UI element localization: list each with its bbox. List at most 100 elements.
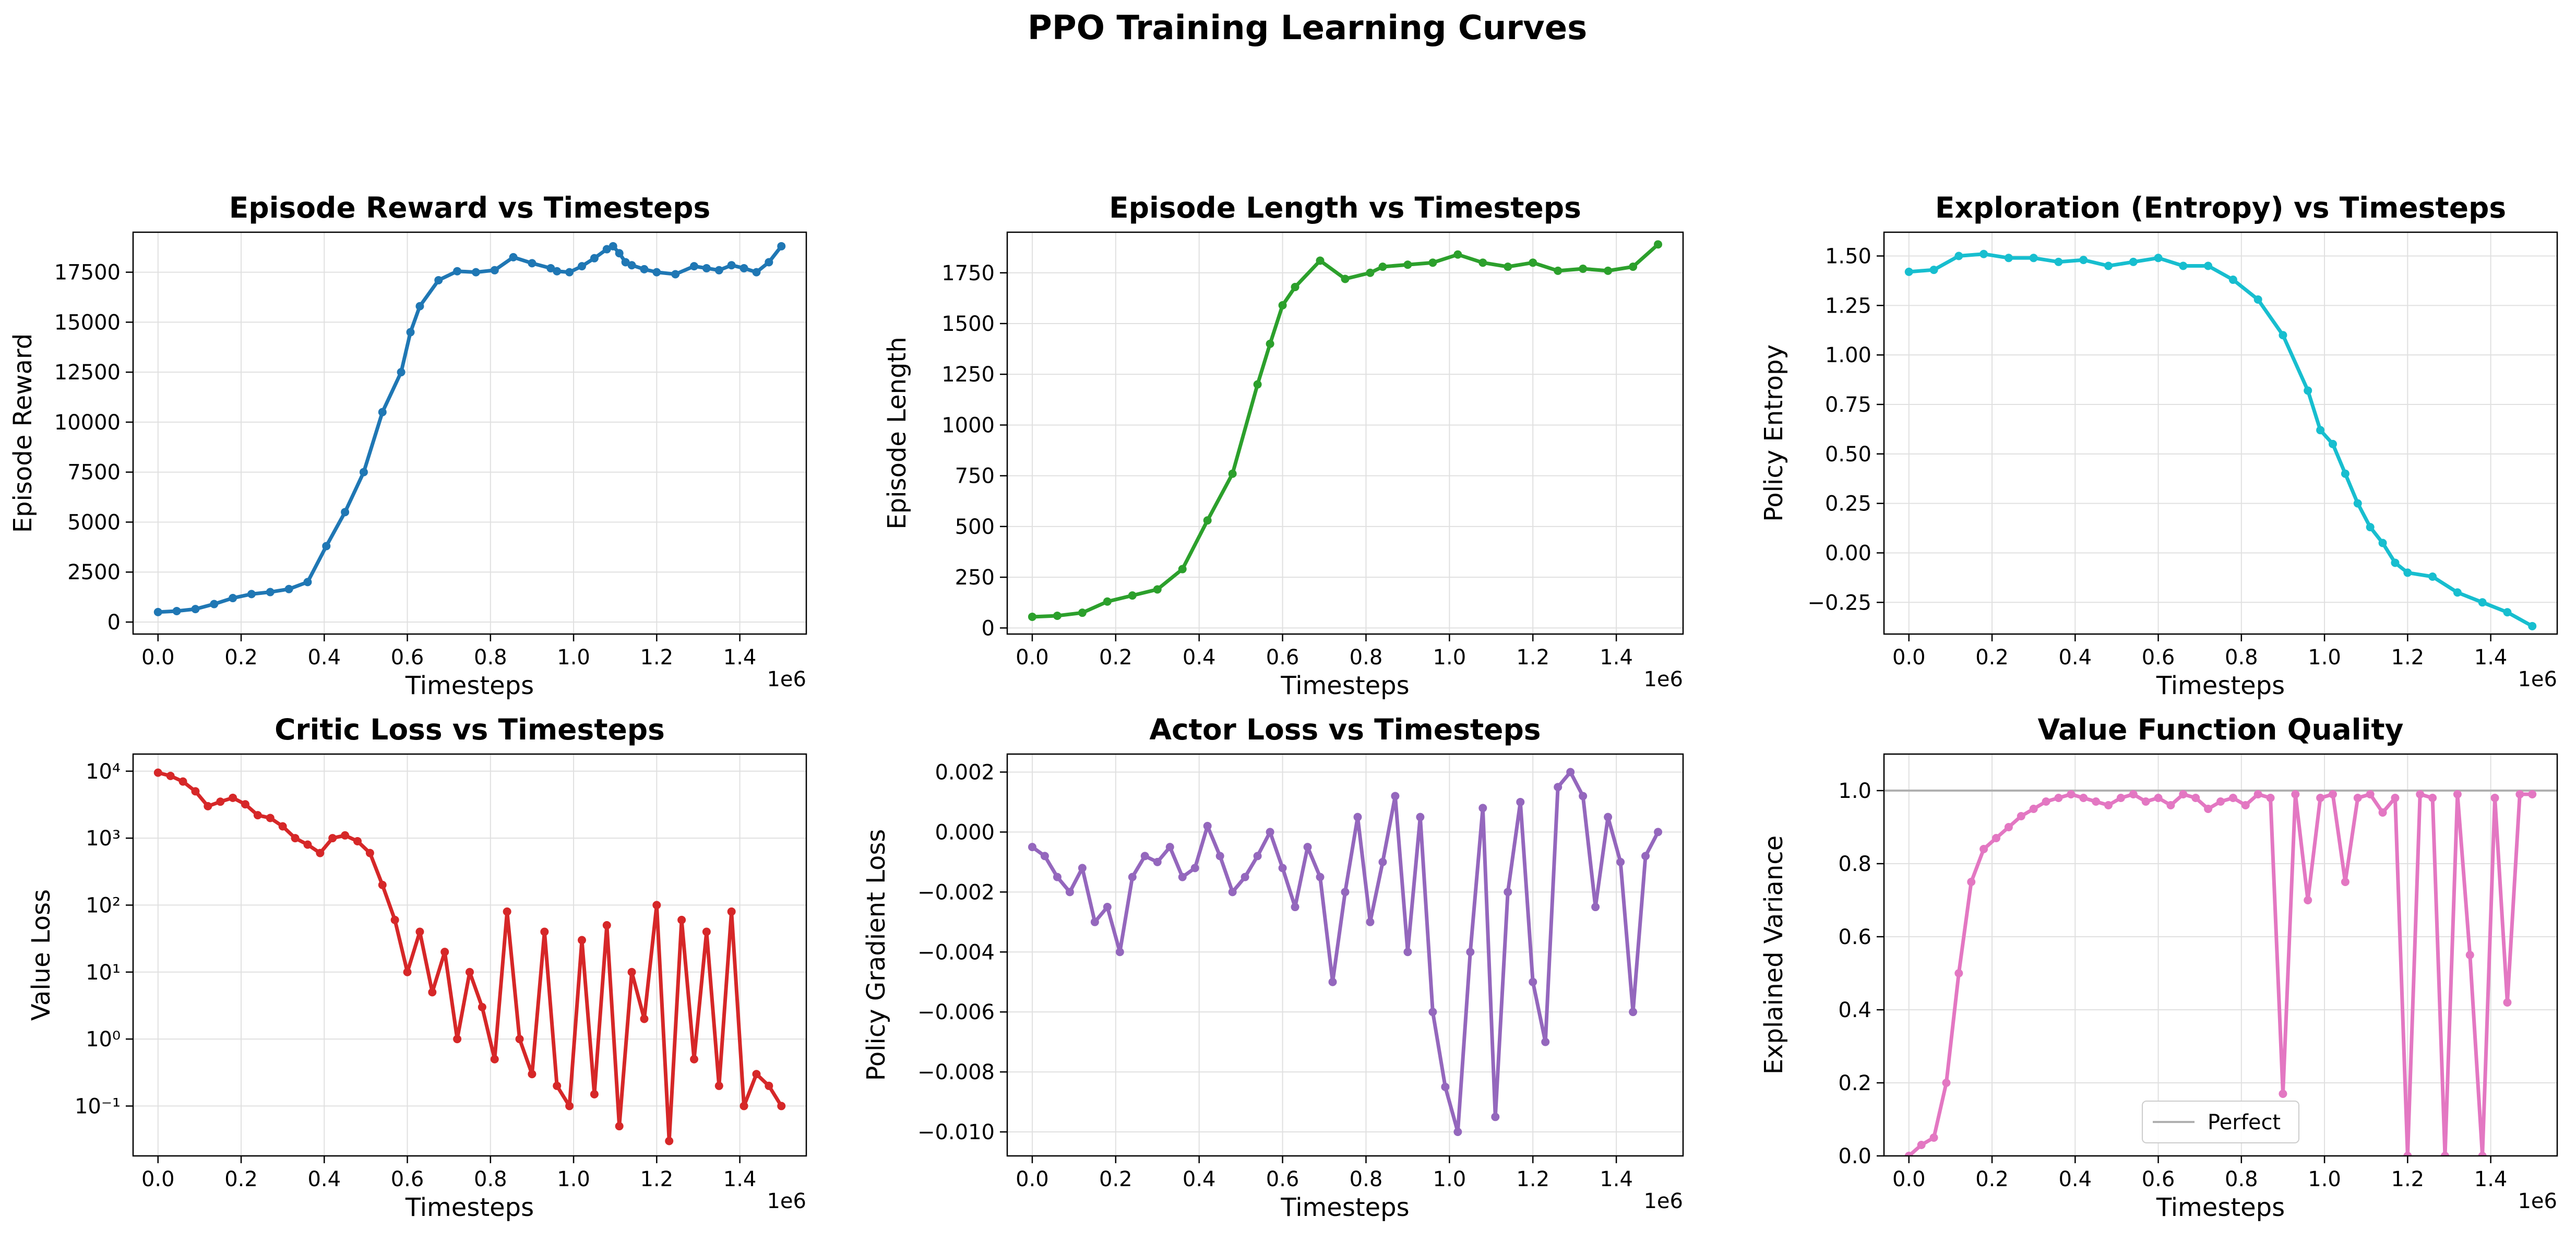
data-point — [2353, 499, 2362, 508]
y-tick-label: 1500 — [941, 312, 995, 336]
data-point — [1378, 857, 1387, 866]
data-point — [378, 880, 387, 889]
x-tick-label: 0.0 — [141, 1167, 175, 1191]
data-point — [1103, 903, 1112, 912]
data-point — [1554, 783, 1563, 792]
data-point — [1929, 266, 1938, 274]
data-point — [2465, 951, 2474, 959]
data-point — [565, 268, 574, 277]
y-tick-label: 10¹ — [86, 961, 121, 985]
y-tick-label: 0.6 — [1838, 925, 1871, 949]
data-point — [229, 594, 237, 603]
data-point — [1616, 857, 1625, 866]
data-point — [1529, 977, 1537, 986]
data-point — [2378, 808, 2387, 817]
data-point — [1328, 977, 1337, 986]
x-axis-label: Timesteps — [2156, 671, 2285, 700]
data-point — [2154, 794, 2163, 802]
data-point — [2067, 790, 2076, 798]
data-point — [166, 771, 175, 780]
x-tick-label: 0.2 — [224, 646, 258, 670]
data-point — [1529, 258, 1537, 267]
x-tick-label: 0.6 — [391, 1167, 424, 1191]
data-point — [565, 1102, 574, 1110]
x-tick-label: 0.4 — [1183, 646, 1216, 670]
data-point — [1478, 804, 1487, 813]
data-point — [1917, 1141, 1926, 1149]
data-point — [677, 915, 686, 924]
x-tick-label: 0.6 — [2142, 646, 2175, 670]
x-axis-offset-label: 1e6 — [1643, 667, 1683, 691]
data-point — [153, 607, 162, 616]
data-point — [2329, 439, 2337, 448]
axes-frame — [132, 753, 807, 1157]
y-tick-label: 1250 — [941, 363, 995, 387]
data-point — [777, 242, 786, 250]
data-point — [378, 408, 387, 416]
x-tick-label: 0.0 — [1016, 1167, 1049, 1191]
data-point — [1942, 1079, 1951, 1087]
x-tick-label: 1.2 — [2391, 1167, 2425, 1191]
series-line — [157, 771, 783, 1143]
x-axis-label: Timesteps — [405, 671, 534, 700]
series-group — [1028, 240, 1663, 621]
subplot-5: 0.0 0.2 0.4 0.6 0.8 1.0 1.2 1.4 −0.010 −0.008 −0.0… — [862, 713, 1684, 1222]
y-tick-label: 1.0 — [1838, 779, 1871, 803]
x-tick-label: 0.4 — [1183, 1167, 1216, 1191]
data-point — [253, 811, 262, 820]
data-point — [2341, 878, 2350, 886]
data-point — [406, 328, 415, 337]
data-point — [2216, 797, 2225, 806]
data-point — [266, 814, 275, 822]
data-point — [1053, 612, 1062, 620]
x-axis-label: Timesteps — [1280, 671, 1409, 700]
y-tick-label: −0.008 — [917, 1060, 995, 1084]
data-point — [714, 266, 723, 274]
data-point — [1604, 813, 1613, 821]
data-point — [1228, 888, 1237, 897]
data-point — [172, 606, 181, 615]
data-point — [1441, 1082, 1450, 1091]
series-line — [158, 244, 783, 614]
data-point — [247, 590, 256, 599]
y-tick-label: 500 — [955, 515, 995, 539]
data-point — [2528, 790, 2537, 798]
y-tick-label: 1.00 — [1825, 343, 1871, 367]
data-point — [2478, 1152, 2487, 1156]
x-tick-label: 1.0 — [1433, 646, 1466, 670]
data-point — [2179, 790, 2188, 798]
x-tick-label: 0.4 — [307, 1167, 341, 1191]
data-point — [2129, 790, 2138, 798]
data-point — [602, 921, 611, 930]
data-point — [509, 253, 518, 261]
subplot-title: Exploration (Entropy) vs Timesteps — [1935, 191, 2506, 224]
data-point — [440, 948, 449, 957]
data-point — [1591, 903, 1600, 912]
data-point — [1579, 265, 1588, 273]
x-tick-label: 0.2 — [1099, 646, 1132, 670]
data-point — [777, 1102, 786, 1110]
data-point — [615, 249, 624, 258]
data-point — [1203, 821, 1212, 830]
data-point — [453, 1035, 462, 1044]
data-point — [2503, 998, 2512, 1007]
data-point — [1979, 249, 1988, 258]
data-point — [1253, 380, 1262, 389]
data-point — [702, 927, 711, 936]
data-point — [278, 822, 287, 831]
data-point — [2316, 426, 2325, 435]
data-point — [714, 1081, 723, 1090]
data-point — [1403, 260, 1412, 269]
data-point — [2079, 256, 2088, 265]
data-point — [1053, 873, 1062, 881]
y-tick-label: 17500 — [54, 261, 121, 285]
data-point — [2191, 794, 2200, 802]
x-tick-label: 0.2 — [1975, 646, 2009, 670]
y-tick-label: 0 — [108, 611, 121, 635]
x-tick-label: 0.0 — [141, 646, 175, 670]
x-tick-label: 0.8 — [474, 1167, 507, 1191]
data-point — [453, 267, 462, 276]
data-point — [553, 267, 562, 276]
data-point — [540, 927, 549, 936]
